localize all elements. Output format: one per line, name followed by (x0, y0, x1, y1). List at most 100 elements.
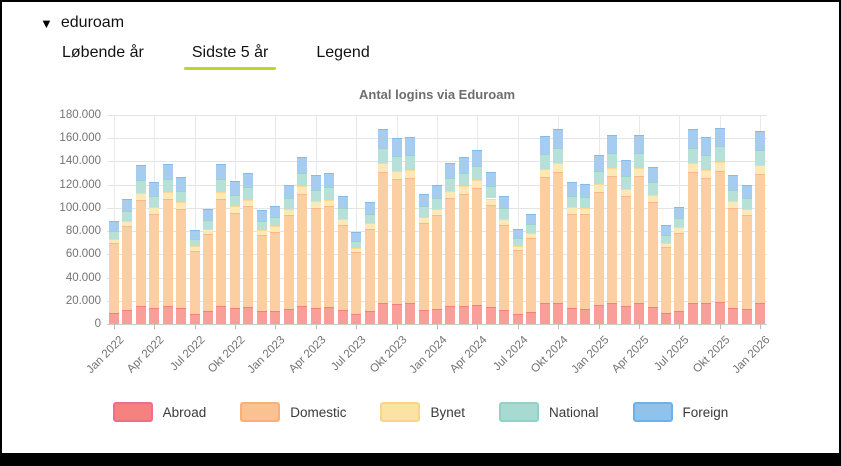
segment-foreign (162, 163, 173, 179)
bar-Mar 2024[interactable] (458, 115, 469, 324)
x-tick-mark (315, 324, 317, 329)
x-tick-label: Apr 2023 (286, 334, 329, 376)
bar-Dec 2025[interactable] (741, 115, 752, 324)
y-tick-label: 60.000 (65, 248, 101, 261)
bar-Jun 2024[interactable] (499, 115, 510, 324)
bar-Dec 2023[interactable] (418, 115, 429, 324)
segment-bynet (539, 168, 550, 178)
segment-abroad (337, 309, 348, 324)
bar-Feb 2025[interactable] (607, 115, 618, 324)
bar-Nov 2025[interactable] (728, 115, 739, 324)
segment-abroad (593, 305, 604, 324)
bar-Apr 2022[interactable] (149, 115, 160, 324)
segment-domestic (755, 173, 766, 303)
x-tick-label: Apr 2024 (448, 334, 490, 376)
bar-Jun 2023[interactable] (337, 115, 348, 324)
segment-foreign (108, 220, 119, 231)
bar-Jan 2026[interactable] (755, 115, 766, 324)
bar-Aug 2025[interactable] (687, 115, 698, 324)
segment-domestic (149, 213, 160, 309)
segment-national (351, 240, 362, 249)
segment-domestic (634, 176, 645, 304)
bar-Aug 2024[interactable] (526, 115, 537, 324)
bar-Jul 2022[interactable] (189, 115, 200, 324)
bar-Feb 2022[interactable] (122, 115, 133, 324)
bar-Jul 2024[interactable] (512, 115, 523, 324)
panel-header[interactable]: ▼ eduroam (40, 14, 124, 32)
segment-foreign (458, 156, 469, 173)
y-tick-label: 20.000 (65, 294, 101, 307)
bar-Mar 2025[interactable] (620, 115, 631, 324)
bar-Jul 2025[interactable] (674, 115, 685, 324)
bar-Jan 2023[interactable] (270, 115, 281, 324)
segment-bynet (162, 191, 173, 199)
bar-Aug 2022[interactable] (203, 115, 214, 324)
bar-Feb 2024[interactable] (445, 115, 456, 324)
bar-Jan 2022[interactable] (108, 115, 119, 324)
bar-Apr 2023[interactable] (310, 115, 321, 324)
tab-lobende-ar[interactable]: Løbende år (62, 44, 144, 61)
bar-Nov 2024[interactable] (566, 115, 577, 324)
tab-sidste-5-ar[interactable]: Sidste 5 år (183, 44, 277, 70)
bar-Sep 2024[interactable] (539, 115, 550, 324)
segment-foreign (647, 167, 658, 183)
legend-item-foreign[interactable]: Foreign (632, 402, 728, 422)
bar-Jan 2024[interactable] (432, 115, 442, 324)
segment-bynet (378, 163, 389, 172)
bar-Jan 2025[interactable] (593, 115, 604, 324)
bar-Apr 2024[interactable] (472, 115, 483, 324)
bar-Maj 2023[interactable] (324, 115, 335, 324)
collapse-triangle-icon[interactable]: ▼ (40, 15, 53, 31)
legend-item-abroad[interactable]: Abroad (112, 402, 206, 422)
bar-Okt 2024[interactable] (553, 115, 564, 324)
bar-Feb 2023[interactable] (283, 115, 294, 324)
bar-Nov 2022[interactable] (243, 115, 254, 324)
legend-item-bynet[interactable]: Bynet (380, 402, 465, 422)
legend-item-domestic[interactable]: Domestic (240, 402, 346, 422)
bar-Maj 2024[interactable] (485, 115, 496, 324)
segment-abroad (458, 305, 469, 324)
segment-bynet (755, 165, 766, 174)
bar-Jun 2025[interactable] (660, 115, 671, 324)
segment-bynet (499, 218, 510, 225)
bar-Mar 2023[interactable] (297, 115, 308, 324)
segment-abroad (270, 311, 281, 324)
segment-national (526, 224, 537, 233)
bar-Okt 2022[interactable] (229, 115, 240, 324)
segment-bynet (607, 167, 618, 177)
segment-abroad (580, 308, 591, 324)
segment-bynet (108, 238, 119, 244)
bar-Maj 2022[interactable] (162, 115, 173, 324)
bar-Okt 2025[interactable] (714, 115, 725, 324)
bar-Sep 2022[interactable] (216, 115, 227, 324)
segment-domestic (122, 226, 133, 311)
bar-Nov 2023[interactable] (405, 115, 416, 324)
bar-Okt 2023[interactable] (391, 115, 402, 324)
tab-legend[interactable]: Legend (316, 44, 370, 61)
x-tick-mark (760, 324, 762, 329)
x-tick-label: Apr 2025 (610, 334, 652, 376)
segment-bynet (566, 207, 577, 214)
segment-domestic (620, 196, 631, 307)
bar-Dec 2024[interactable] (580, 115, 591, 324)
bar-Maj 2025[interactable] (647, 115, 658, 324)
segment-abroad (216, 306, 227, 324)
bar-Sep 2023[interactable] (378, 115, 389, 324)
segment-abroad (405, 303, 416, 324)
bar-Mar 2022[interactable] (135, 115, 146, 324)
bar-Jun 2022[interactable] (176, 115, 187, 324)
segment-national (432, 197, 442, 210)
bar-Dec 2022[interactable] (256, 115, 267, 324)
bar-Aug 2023[interactable] (364, 115, 375, 324)
legend-item-national[interactable]: National (499, 402, 599, 422)
bar-Jul 2023[interactable] (351, 115, 362, 324)
segment-abroad (620, 306, 631, 324)
segment-national (714, 146, 725, 163)
segment-domestic (162, 198, 173, 307)
segment-bynet (364, 223, 375, 229)
segment-foreign (607, 134, 618, 153)
bar-Sep 2025[interactable] (701, 115, 712, 324)
segment-bynet (445, 190, 456, 199)
segment-domestic (337, 224, 348, 310)
bar-Apr 2025[interactable] (634, 115, 645, 324)
